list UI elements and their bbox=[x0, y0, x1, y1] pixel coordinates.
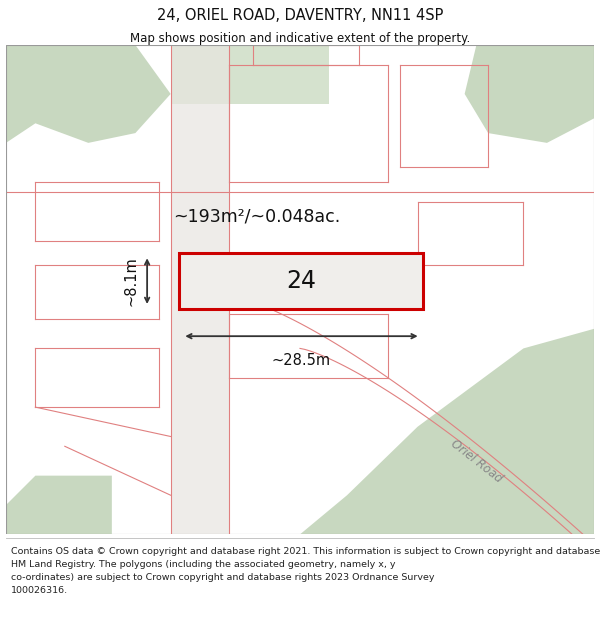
Text: 24, ORIEL ROAD, DAVENTRY, NN11 4SP: 24, ORIEL ROAD, DAVENTRY, NN11 4SP bbox=[157, 8, 443, 23]
Polygon shape bbox=[464, 45, 594, 143]
Polygon shape bbox=[170, 45, 229, 534]
Text: ~8.1m: ~8.1m bbox=[124, 256, 138, 306]
Polygon shape bbox=[300, 329, 594, 534]
Text: ~28.5m: ~28.5m bbox=[272, 353, 331, 368]
Text: ~193m²/~0.048ac.: ~193m²/~0.048ac. bbox=[173, 208, 341, 225]
Text: 24: 24 bbox=[286, 269, 316, 293]
Text: Map shows position and indicative extent of the property.: Map shows position and indicative extent… bbox=[130, 32, 470, 46]
Text: Oriel Road: Oriel Road bbox=[448, 437, 505, 485]
Polygon shape bbox=[170, 45, 329, 104]
Text: Contains OS data © Crown copyright and database right 2021. This information is : Contains OS data © Crown copyright and d… bbox=[11, 547, 600, 594]
Polygon shape bbox=[6, 45, 170, 143]
Polygon shape bbox=[6, 476, 112, 534]
Bar bbox=[179, 253, 424, 309]
